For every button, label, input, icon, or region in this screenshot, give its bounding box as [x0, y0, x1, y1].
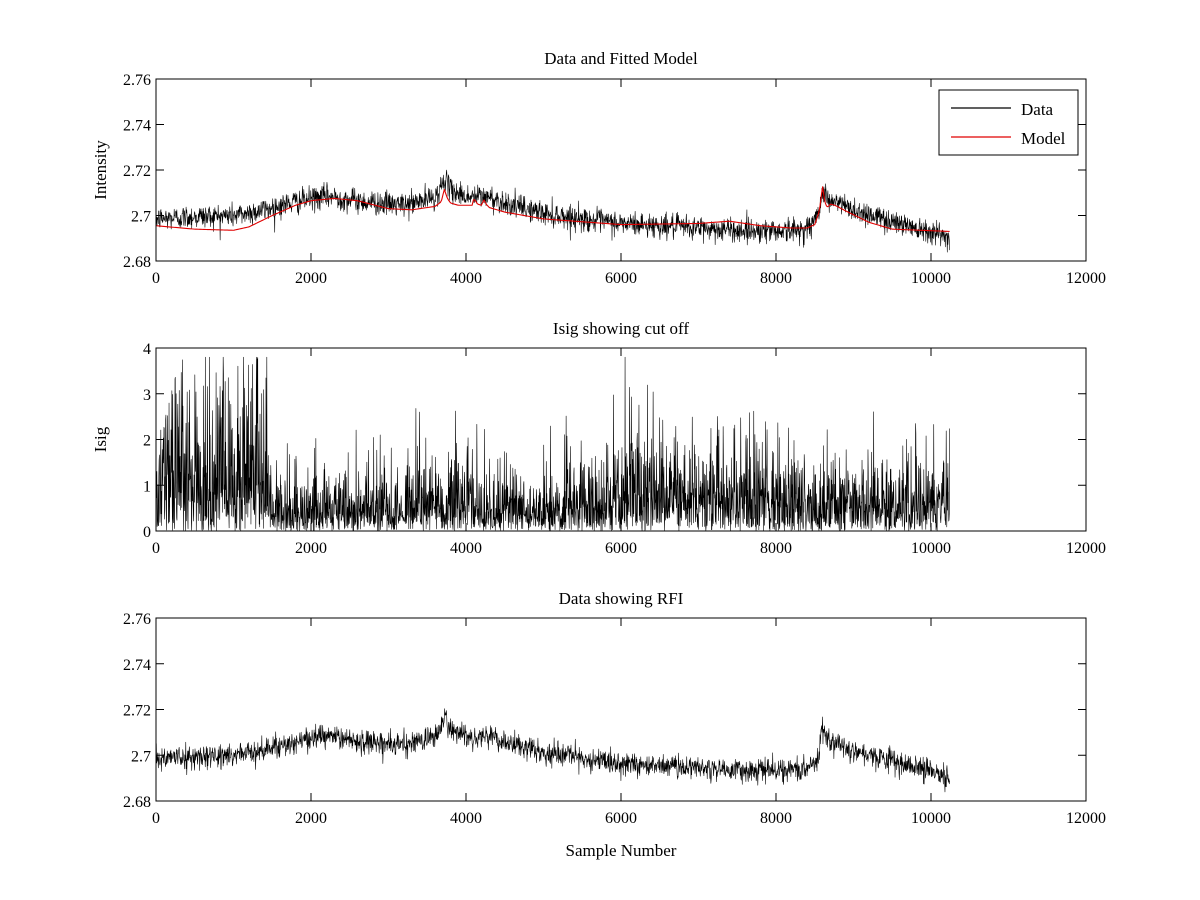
y-tick-label: 2.7	[131, 209, 151, 226]
plot-area	[156, 708, 950, 793]
x-tick-label: 0	[152, 540, 160, 557]
x-tick-label: 8000	[760, 810, 792, 827]
legend: Data Model	[938, 89, 1079, 156]
x-tick-label: 6000	[605, 540, 637, 557]
series-line-isig	[156, 356, 950, 531]
x-tick-label: 4000	[450, 540, 482, 557]
legend-box	[938, 89, 1079, 156]
x-tick-label: 2000	[295, 810, 327, 827]
x-tick-label: 10000	[911, 270, 951, 287]
y-tick-label: 2.68	[123, 794, 151, 811]
series-line-data	[156, 169, 950, 253]
y-tick-label: 2.72	[123, 163, 151, 180]
y-tick-label: 2.76	[123, 611, 151, 628]
x-tick-label: 8000	[760, 540, 792, 557]
plot-area	[156, 356, 950, 531]
y-tick-label: 3	[143, 387, 151, 404]
y-axis-label: Isig	[91, 426, 110, 452]
x-tick-label: 10000	[911, 540, 951, 557]
chart-title: Data and Fitted Model	[544, 49, 698, 68]
y-tick-label: 2.74	[123, 657, 151, 674]
x-tick-label: 0	[152, 810, 160, 827]
y-tick-label: 0	[143, 524, 151, 541]
y-tick-label: 2.76	[123, 72, 151, 89]
x-tick-label: 2000	[295, 540, 327, 557]
y-tick-label: 2.68	[123, 254, 151, 271]
y-tick-label: 2	[143, 433, 151, 450]
x-tick-label: 4000	[450, 270, 482, 287]
x-tick-label: 10000	[911, 810, 951, 827]
x-axis-label: Sample Number	[566, 841, 677, 860]
x-tick-label: 8000	[760, 270, 792, 287]
x-tick-label: 12000	[1066, 540, 1106, 557]
x-tick-label: 4000	[450, 810, 482, 827]
chart-middle: 0 2000 4000 6000 8000 10000 12000 0 1 2 3 4 Isig sho…	[91, 319, 1106, 557]
x-tick-label: 2000	[295, 270, 327, 287]
series-line-data	[156, 708, 950, 793]
y-tick-label: 2.74	[123, 118, 151, 135]
y-axis-label: Intensity	[91, 140, 110, 200]
x-tick-label: 6000	[605, 270, 637, 287]
series-line-model	[156, 186, 950, 232]
chart-title: Isig showing cut off	[553, 319, 689, 338]
x-tick-label: 0	[152, 270, 160, 287]
y-tick-label: 1	[143, 478, 151, 495]
chart-bottom: 0 2000 4000 6000 8000 10000 12000 2.68 2.7 2.72 2.…	[123, 589, 1106, 860]
chart-top: 0 2000 4000 6000 8000 10000 12000 2.68 2.7 2.72 2.…	[91, 49, 1106, 287]
legend-label-model: Model	[1021, 129, 1066, 148]
x-tick-label: 12000	[1066, 270, 1106, 287]
chart-title: Data showing RFI	[559, 589, 684, 608]
y-tick-label: 2.72	[123, 703, 151, 720]
x-tick-label: 6000	[605, 810, 637, 827]
plot-area	[156, 169, 950, 253]
legend-label-data: Data	[1021, 100, 1054, 119]
y-tick-label: 2.7	[131, 748, 151, 765]
x-tick-label: 12000	[1066, 810, 1106, 827]
y-tick-label: 4	[143, 341, 151, 358]
